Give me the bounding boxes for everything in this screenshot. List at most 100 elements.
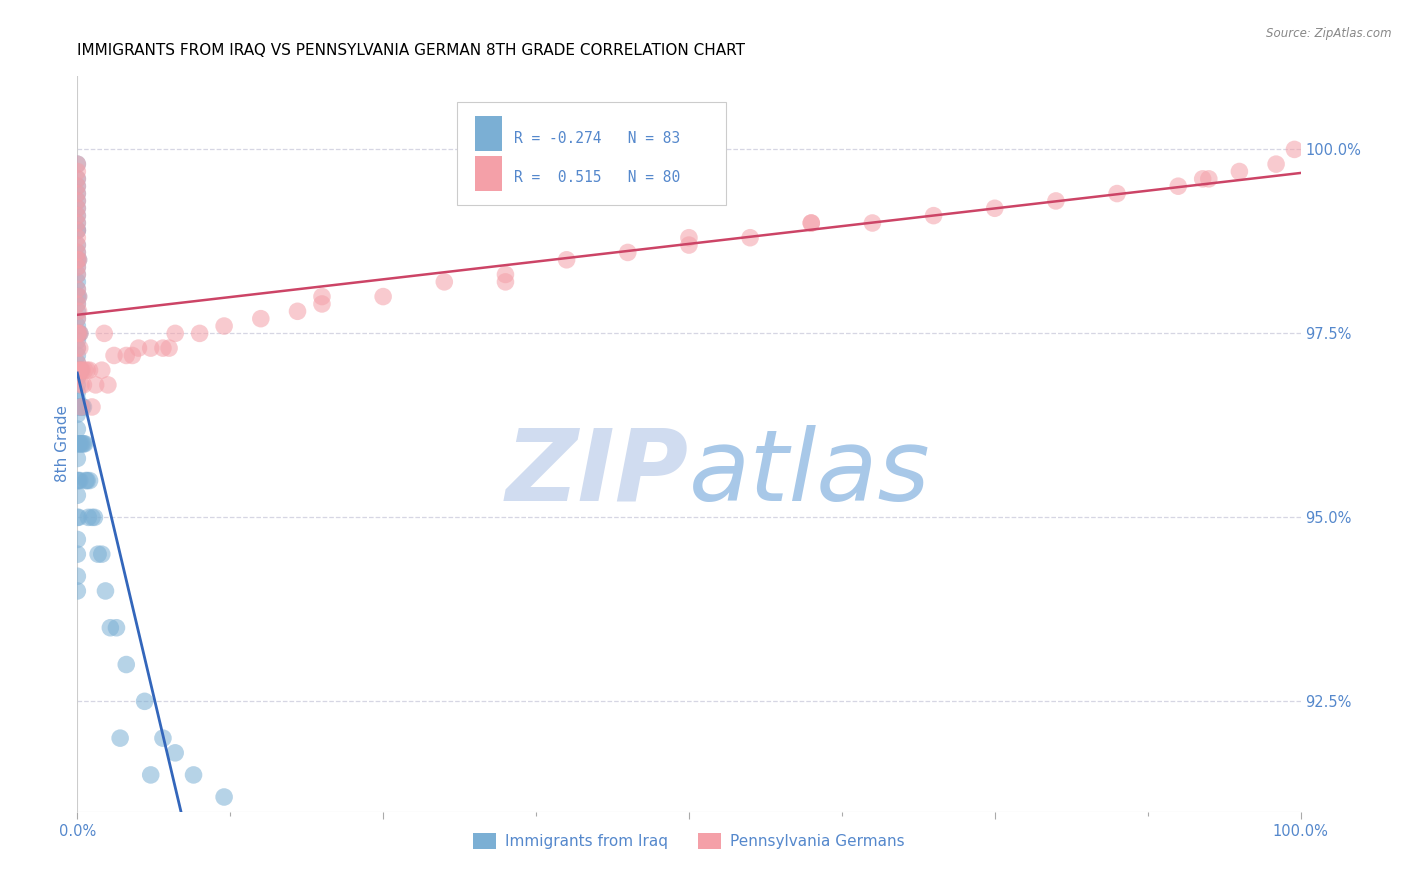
Point [66,363,89,377]
Point [66,334,89,348]
Point [67,436,90,450]
Point [127,341,149,355]
Point [66,252,89,267]
Point [66,583,89,598]
Point [66,392,89,407]
Point [212,318,235,333]
Point [66,289,89,303]
Point [66,216,89,230]
Point [66,341,89,355]
Point [678,238,700,252]
Point [69,326,91,341]
Point [678,230,700,244]
Point [66,186,89,201]
Bar [475,156,502,192]
Point [66,533,89,547]
Point [212,789,235,804]
Point [66,252,89,267]
Point [67,326,90,341]
Point [70,436,93,450]
Point [134,694,156,708]
Point [1045,194,1067,208]
Point [66,436,89,450]
Point [67,400,90,414]
Point [79,474,101,488]
Point [250,311,273,326]
Point [115,348,138,362]
Point [66,194,89,208]
Point [66,223,89,237]
Point [105,621,128,635]
Point [72,400,94,414]
Point [66,209,89,223]
Point [67,289,90,303]
Point [66,407,89,421]
Point [87,547,110,561]
Point [69,363,91,377]
Text: ZIP: ZIP [506,425,689,522]
Point [1198,171,1220,186]
Point [70,377,93,392]
Point [66,260,89,274]
Point [69,363,91,377]
Point [103,348,125,362]
Point [70,436,93,450]
Point [67,252,90,267]
Point [740,230,762,244]
Point [66,304,89,318]
Point [495,268,517,282]
Point [67,363,90,377]
Point [66,326,89,341]
Point [66,194,89,208]
Point [66,297,89,311]
Point [984,201,1007,215]
Point [90,547,112,561]
Point [67,304,90,318]
Point [66,268,89,282]
Legend: Immigrants from Iraq, Pennsylvania Germans: Immigrants from Iraq, Pennsylvania Germa… [467,828,911,855]
FancyBboxPatch shape [457,102,725,204]
Point [66,275,89,289]
Point [66,179,89,194]
Point [287,304,309,318]
Point [66,186,89,201]
Point [76,363,98,377]
Point [66,451,89,466]
Point [66,245,89,260]
Point [66,282,89,296]
Point [66,171,89,186]
Point [67,252,90,267]
Point [66,268,89,282]
Point [66,318,89,333]
Point [922,209,945,223]
Point [73,363,96,377]
Point [66,157,89,171]
Point [69,400,91,414]
Point [93,326,115,341]
Point [371,289,394,303]
Bar [475,116,502,151]
Point [72,436,94,450]
Point [79,363,101,377]
Point [183,768,205,782]
Point [66,488,89,502]
Point [66,341,89,355]
Point [66,547,89,561]
Point [98,621,121,635]
Point [69,436,91,450]
Point [67,474,90,488]
Point [66,216,89,230]
Point [66,422,89,436]
Point [66,370,89,384]
Point [157,341,180,355]
Point [90,363,112,377]
Point [80,510,103,524]
Point [66,282,89,296]
Point [66,326,89,341]
Point [139,341,162,355]
Point [66,356,89,370]
Point [1265,157,1288,171]
Point [152,341,174,355]
Text: IMMIGRANTS FROM IRAQ VS PENNSYLVANIA GERMAN 8TH GRADE CORRELATION CHART: IMMIGRANTS FROM IRAQ VS PENNSYLVANIA GER… [77,43,745,58]
Point [1107,186,1129,201]
